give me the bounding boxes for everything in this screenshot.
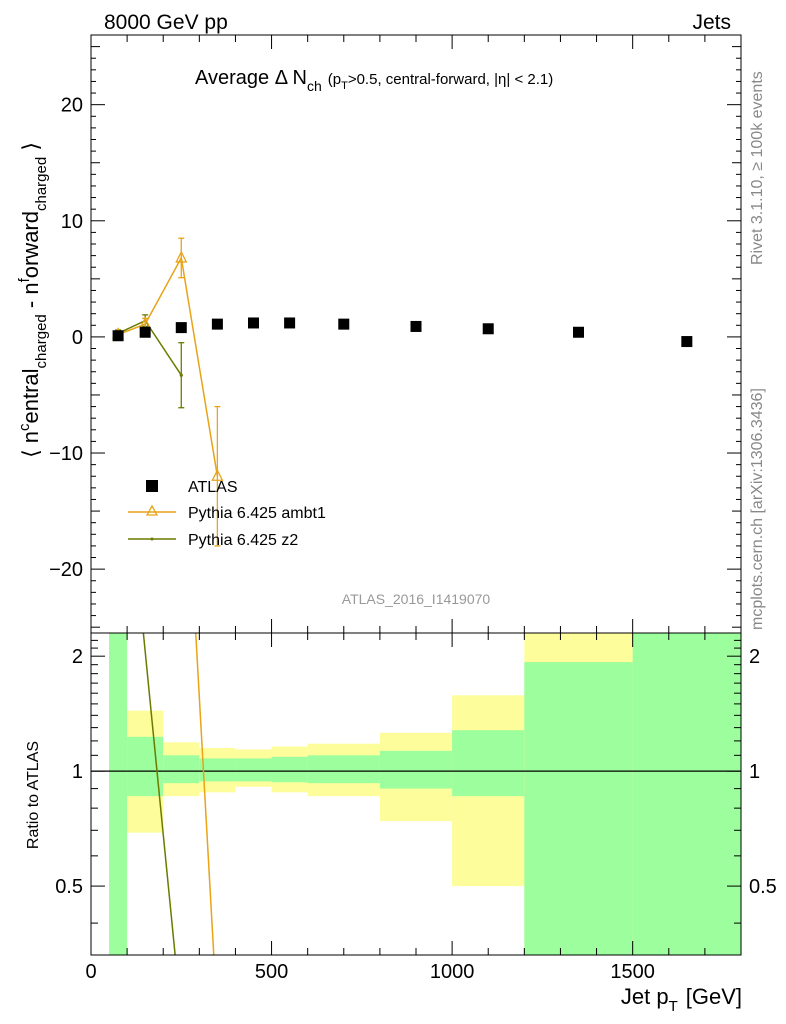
x-axis-label: Jet pT [GeV]: [621, 984, 742, 1015]
ratio-line-z2: [142, 632, 176, 956]
x-tick-label: 0: [85, 961, 96, 983]
plot-title: Average Δ Nch (pT>0.5, central-forward, |…: [195, 67, 553, 94]
legend-label-z2: Pythia 6.425 z2: [188, 532, 298, 549]
ratio-y-tick-label: 2: [72, 646, 83, 668]
title-rest2: >0.5, central-forward, |η| < 2.1): [348, 71, 553, 88]
point-z2: [179, 373, 183, 377]
ratio-panel: 0 500 1000 1500 0.5 0.5 1 1 2 2: [55, 632, 777, 983]
ratio-y-tick-label-right: 0.5: [749, 876, 777, 898]
y-tick-label: 20: [61, 95, 83, 117]
point-atlas: [248, 317, 259, 329]
legend-marker-ambt1: [145, 504, 159, 516]
x-label-sub: T: [669, 998, 678, 1015]
analysis-id: ATLAS_2016_I1419070: [342, 591, 491, 607]
legend-label-ambt1: Pythia 6.425 ambt1: [188, 505, 326, 522]
y-tick-label: 10: [61, 211, 83, 233]
point-atlas: [284, 317, 296, 329]
title-main: Average Δ N: [195, 67, 307, 89]
point-atlas: [211, 318, 223, 330]
point-atlas: [139, 326, 151, 338]
ratio-y-tick-label: 0.5: [55, 876, 83, 898]
band-green: [163, 755, 200, 784]
point-ambt1: [175, 250, 188, 263]
main-panel: −20 −10 0 10 20: [49, 34, 742, 634]
ratio-y-axis-label: Ratio to ATLAS: [25, 741, 42, 849]
point-atlas: [681, 336, 693, 348]
point-ambt1: [211, 468, 224, 481]
x-label-unit: [GeV]: [686, 984, 742, 1009]
ratio-y-tick-label: 1: [72, 761, 83, 783]
y-tick-label: −10: [49, 443, 83, 465]
title-sub: ch: [307, 78, 322, 94]
header-energy: 8000 GeV pp: [104, 11, 228, 34]
svg-text:Average Δ Nch(pT>0.5, central-: Average Δ Nch (pT>0.5, central-forward, |…: [195, 67, 553, 94]
legend-label-atlas: ATLAS: [188, 479, 238, 496]
point-atlas: [338, 318, 350, 330]
main-y-axis-label: ⟨ ncentralcharged - nforwardcharged ⟩: [16, 142, 50, 458]
band-green: [452, 730, 525, 797]
band-green: [271, 756, 308, 783]
rivet-label: Rivet 3.1.10, ≥ 100k events: [749, 71, 766, 265]
legend: ATLAS Pythia 6.425 ambt1 Pythia 6.425 z2: [128, 479, 326, 549]
ratio-y-tick-label-right: 2: [749, 646, 760, 668]
band-green: [235, 758, 272, 782]
band-green: [524, 662, 633, 955]
point-atlas: [112, 330, 124, 342]
y-tick-label: 0: [72, 327, 83, 349]
title-rest: (p: [328, 71, 341, 88]
point-atlas: [410, 320, 422, 332]
mcplots-label: mcplots.cern.ch [arXiv:1306.3436]: [749, 388, 766, 630]
point-atlas: [573, 326, 584, 338]
legend-marker-z2: [150, 537, 154, 541]
x-tick-label: 500: [255, 961, 288, 983]
ratio-line-ambt1: [194, 632, 215, 956]
x-tick-label: 1000: [430, 961, 475, 983]
band-green: [307, 755, 380, 784]
header-process: Jets: [692, 11, 731, 34]
y-tick-label: −20: [49, 559, 83, 581]
ratio-y-tick-label-right: 1: [749, 761, 760, 783]
x-tick-label: 1500: [610, 961, 655, 983]
band-green: [199, 758, 236, 782]
point-atlas: [175, 322, 187, 334]
x-label-main: Jet p: [621, 984, 669, 1009]
band-green: [127, 736, 164, 797]
title-rest-sub: T: [341, 80, 348, 92]
band-green: [632, 633, 741, 955]
band-green: [379, 750, 453, 789]
series-line-ambt1: [117, 255, 219, 477]
band-green: [109, 633, 128, 955]
point-atlas: [482, 323, 494, 335]
legend-marker-atlas: [146, 480, 158, 492]
